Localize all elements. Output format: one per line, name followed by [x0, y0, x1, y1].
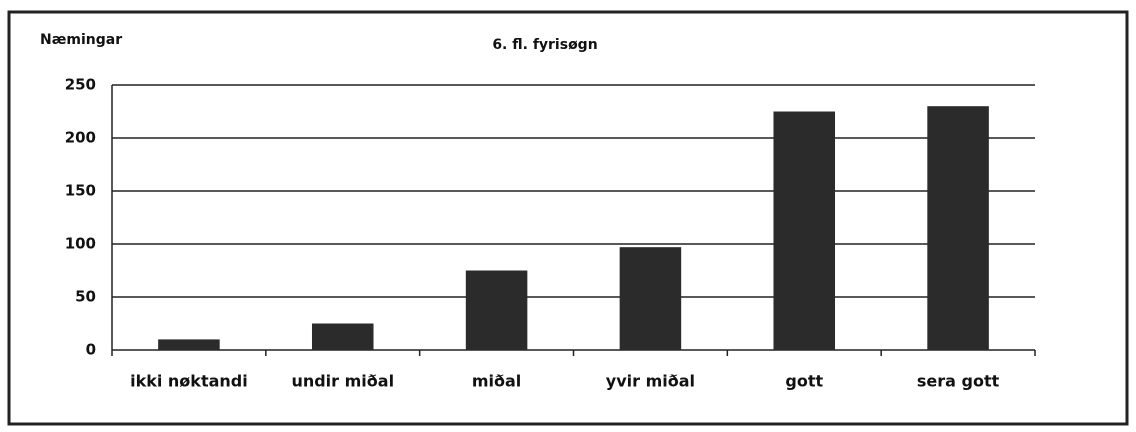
y-tick-label: 150	[65, 182, 96, 200]
y-tick-label: 50	[75, 288, 96, 306]
x-tick-label: undir miðal	[291, 372, 394, 391]
y-tick-label: 100	[65, 235, 96, 253]
y-tick-label: 250	[65, 76, 96, 94]
x-tick-label: miðal	[472, 372, 521, 391]
x-tick-label: gott	[785, 372, 823, 391]
chart-frame	[7, 10, 1129, 426]
bar	[927, 106, 989, 350]
bar	[619, 247, 682, 350]
bar	[158, 339, 220, 350]
chart-title: 6. fl. fyrisøgn	[492, 37, 597, 53]
y-axis-label: Næmingar	[40, 32, 122, 48]
x-tick-label: sera gott	[917, 372, 1000, 391]
x-tick-label: yvir miðal	[606, 372, 695, 391]
bar	[773, 111, 836, 350]
y-tick-label: 0	[86, 341, 96, 359]
x-tick-label: ikki nøktandi	[130, 372, 248, 391]
bar	[311, 323, 374, 350]
y-tick-label: 200	[65, 129, 96, 147]
bar	[465, 270, 528, 350]
